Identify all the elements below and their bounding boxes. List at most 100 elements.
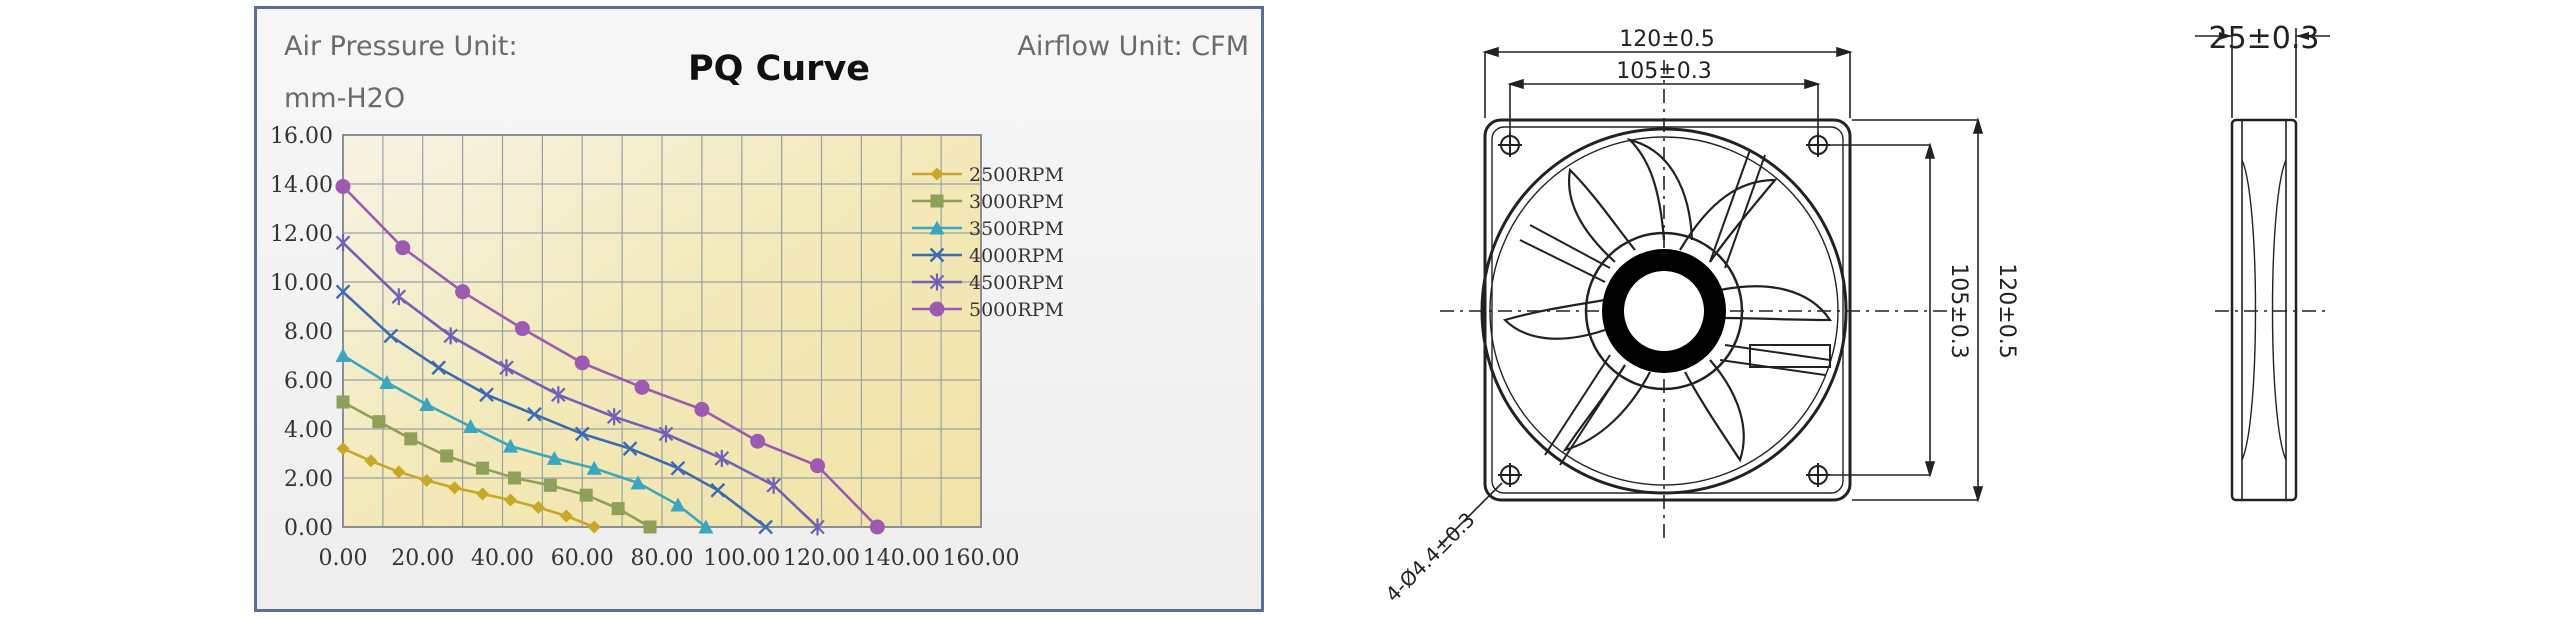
data-point-3500RPM bbox=[379, 374, 395, 389]
data-point-4500RPM bbox=[391, 288, 407, 306]
data-point-5000RPM bbox=[514, 321, 530, 337]
data-point-5000RPM bbox=[574, 355, 590, 371]
data-point-2500RPM bbox=[476, 487, 490, 501]
series-line-3000RPM bbox=[342, 400, 651, 529]
legend-label-3500RPM: 3500RPM bbox=[969, 218, 1064, 240]
data-point-2500RPM bbox=[364, 454, 378, 468]
data-point-2500RPM bbox=[503, 493, 517, 507]
data-point-4500RPM bbox=[551, 386, 566, 404]
fan-opening bbox=[1480, 127, 1848, 495]
legend-label-4000RPM: 4000RPM bbox=[969, 245, 1064, 267]
data-point-3000RPM bbox=[404, 432, 418, 446]
data-point-2500RPM bbox=[448, 481, 462, 495]
data-point-4500RPM bbox=[766, 476, 781, 494]
legend-label-4500RPM: 4500RPM bbox=[969, 272, 1064, 294]
data-point-4000RPM bbox=[670, 460, 686, 476]
data-point-3000RPM bbox=[579, 488, 593, 502]
data-point-3000RPM bbox=[507, 471, 521, 485]
data-point-4000RPM bbox=[758, 519, 774, 535]
data-point-5000RPM bbox=[869, 519, 885, 535]
pq-chart: 0.00 20.00 40.00 60.00 80.00 100.00 120.00 140.… bbox=[270, 124, 1064, 571]
data-point-3500RPM bbox=[335, 348, 351, 362]
legend-marker-4000RPM bbox=[929, 247, 945, 263]
data-point-3500RPM bbox=[630, 475, 646, 490]
data-point-5000RPM bbox=[395, 240, 411, 256]
x-tick-label: 120.00 bbox=[783, 546, 860, 571]
series-line-5000RPM bbox=[342, 185, 879, 528]
front-height-dimension: 120±0.5 bbox=[1994, 263, 2019, 358]
x-tick-label: 20.00 bbox=[391, 546, 454, 571]
data-point-3500RPM bbox=[502, 438, 518, 453]
x-tick-label: 100.00 bbox=[703, 546, 780, 571]
y-tick-label: 14.00 bbox=[270, 173, 333, 198]
dimension-lines bbox=[1439, 46, 1984, 546]
data-point-4000RPM bbox=[622, 441, 638, 456]
data-point-5000RPM bbox=[750, 433, 766, 449]
side-frame bbox=[2230, 118, 2298, 502]
side-view bbox=[2195, 28, 2330, 502]
fan-frame-outer bbox=[1483, 118, 1852, 502]
data-point-3000RPM bbox=[336, 395, 350, 409]
x-tick-label: 160.00 bbox=[943, 546, 1020, 571]
legend-marker-2500RPM bbox=[930, 167, 944, 181]
series-line-4500RPM bbox=[342, 241, 819, 528]
y-tick-label: 10.00 bbox=[270, 271, 333, 296]
data-point-2500RPM bbox=[531, 500, 545, 514]
data-point-3000RPM bbox=[476, 461, 490, 475]
data-point-4000RPM bbox=[710, 482, 726, 498]
legend-marker-5000RPM bbox=[929, 301, 945, 317]
data-point-4500RPM bbox=[714, 449, 730, 467]
data-point-3000RPM bbox=[643, 520, 657, 534]
pressure-unit-label: Air Pressure Unit: bbox=[284, 31, 518, 62]
legend-label-2500RPM: 2500RPM bbox=[969, 164, 1064, 186]
data-point-4500RPM bbox=[499, 359, 514, 377]
data-point-2500RPM bbox=[392, 465, 406, 479]
data-point-3500RPM bbox=[698, 519, 714, 534]
y-tick-label: 8.00 bbox=[284, 320, 333, 345]
pressure-unit: mm-H2O bbox=[284, 83, 406, 114]
legend-marker-3000RPM bbox=[930, 194, 944, 208]
data-point-4000RPM bbox=[527, 406, 542, 422]
fan-hub-center bbox=[1624, 271, 1704, 351]
y-tick-label: 4.00 bbox=[284, 418, 333, 443]
data-point-4500RPM bbox=[658, 425, 674, 443]
plot-border bbox=[342, 134, 982, 528]
fan-blades bbox=[1502, 137, 1833, 463]
thickness-dimension: 25±0.3 bbox=[2208, 21, 2319, 56]
y-tick-label: 6.00 bbox=[284, 369, 333, 394]
y-tick-label: 0.00 bbox=[284, 516, 333, 541]
data-point-4500RPM bbox=[606, 408, 622, 426]
data-point-4000RPM bbox=[431, 360, 447, 376]
front-view bbox=[1440, 60, 1960, 540]
y-tick-label: 2.00 bbox=[284, 467, 333, 492]
data-point-3000RPM bbox=[372, 415, 386, 429]
fan-hub-outer bbox=[1584, 231, 1744, 391]
data-point-4000RPM bbox=[335, 284, 351, 300]
data-point-5000RPM bbox=[335, 178, 351, 194]
legend-marker-3500RPM bbox=[929, 220, 945, 235]
x-tick-label: 140.00 bbox=[863, 546, 940, 571]
data-point-3500RPM bbox=[463, 419, 479, 434]
data-point-2500RPM bbox=[587, 520, 601, 534]
data-point-4000RPM bbox=[574, 426, 590, 442]
chart-title: PQ Curve bbox=[687, 49, 870, 89]
data-point-3000RPM bbox=[440, 449, 454, 463]
data-point-4000RPM bbox=[479, 387, 494, 403]
data-point-5000RPM bbox=[455, 284, 471, 300]
series-line-4000RPM bbox=[342, 290, 767, 529]
fan-dimension-drawing: 120±0.5 105±0.3 105±0.3 120±0.5 4-Ø4.4±0… bbox=[1381, 21, 2330, 607]
x-tick-label: 40.00 bbox=[471, 546, 534, 571]
data-point-3000RPM bbox=[543, 478, 557, 492]
mounting-hole-dimension: 4-Ø4.4±0.3 bbox=[1381, 508, 1480, 607]
series-line-3500RPM bbox=[342, 354, 707, 529]
fan-struts bbox=[1519, 149, 1831, 466]
series-line-2500RPM bbox=[342, 447, 595, 529]
data-point-3500RPM bbox=[670, 497, 686, 512]
y-tick-label: 12.00 bbox=[270, 222, 333, 247]
legend-label-5000RPM: 5000RPM bbox=[969, 299, 1064, 321]
legend-marker-4500RPM bbox=[929, 273, 945, 291]
data-point-5000RPM bbox=[694, 401, 710, 417]
x-tick-label: 80.00 bbox=[631, 546, 694, 571]
legend-label-3000RPM: 3000RPM bbox=[969, 191, 1064, 213]
front-width-dimension: 120±0.5 bbox=[1619, 27, 1714, 52]
